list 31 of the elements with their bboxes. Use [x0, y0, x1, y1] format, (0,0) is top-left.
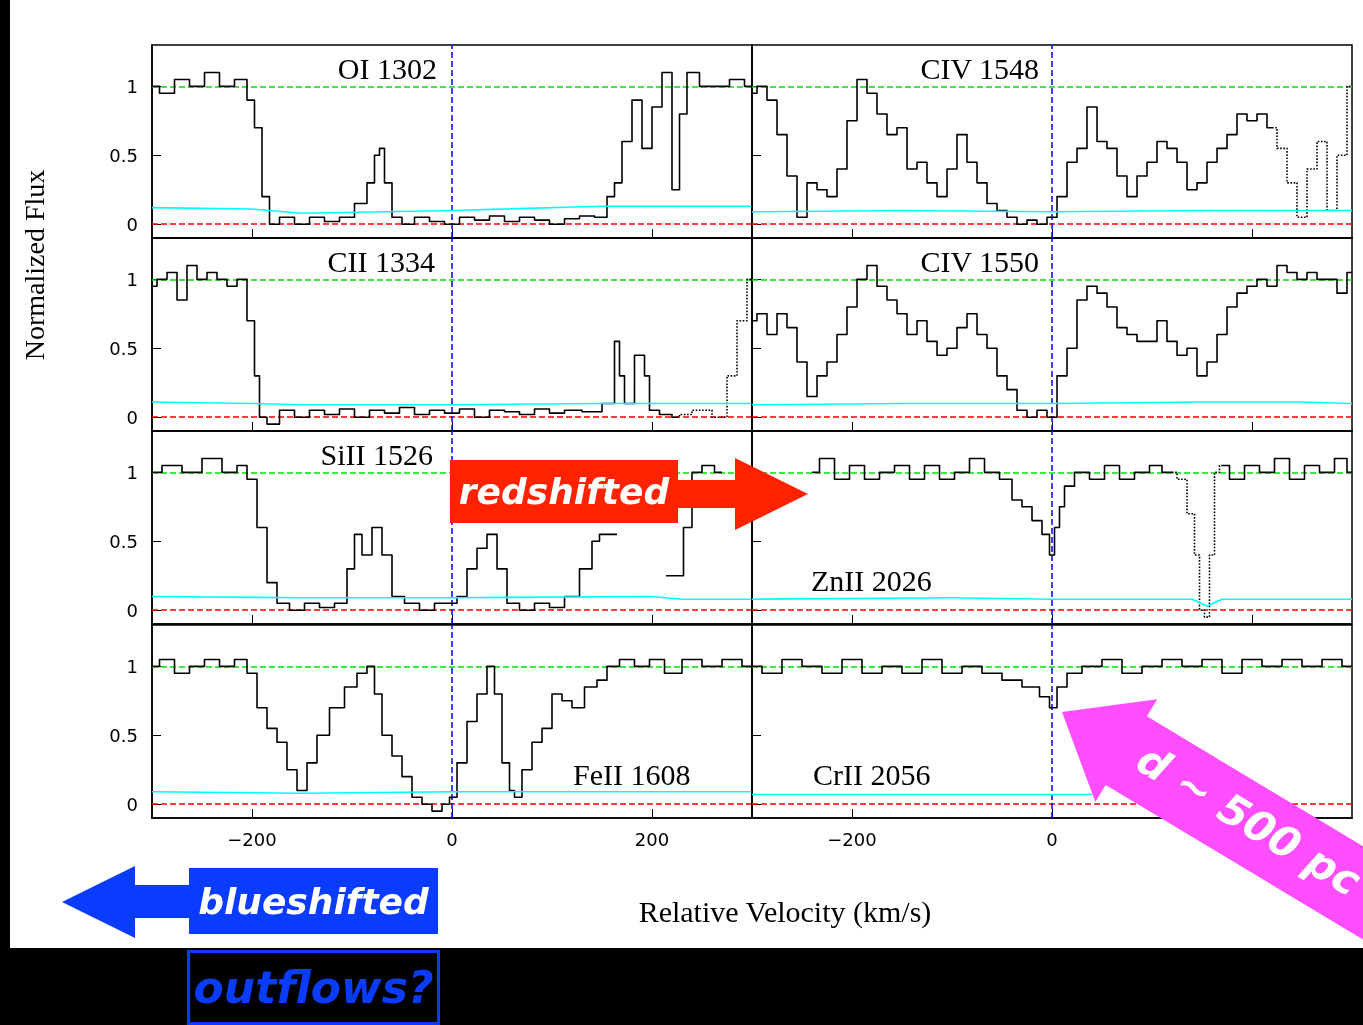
y-tick-label: 1: [126, 75, 138, 97]
chart-title: CII 1334: [324, 245, 438, 278]
x-tick-label: 0: [1046, 828, 1058, 850]
text: FeII 1608: [570, 758, 694, 791]
x-tick-label: −200: [827, 828, 877, 850]
y-tick-label: 0.5: [109, 337, 138, 359]
chart-title: SiII 1526: [317, 438, 436, 471]
x-tick-label: 0: [446, 828, 458, 850]
y-tick-label: 1: [126, 655, 138, 677]
text: ZnII 2026: [808, 564, 935, 597]
annotation: d ~ 500 pc: [1128, 734, 1363, 907]
y-tick-label: 0: [126, 599, 138, 621]
y-tick-label: 1: [126, 268, 138, 290]
chart-title: CIV 1548: [917, 52, 1042, 85]
text: outflows?: [193, 962, 434, 1013]
x-axis-title: Relative Velocity (km/s): [638, 895, 932, 929]
y-tick-label: 0: [126, 406, 138, 428]
text: blueshifted: [198, 880, 429, 922]
y-axis-title: Normalized Flux: [19, 169, 51, 361]
x-tick-label: 200: [634, 828, 670, 850]
y-tick-label: 0: [126, 793, 138, 815]
annotation: redshifted: [458, 471, 670, 512]
y-tick-label: 0.5: [109, 724, 138, 746]
y-tick-label: 1: [126, 461, 138, 483]
x-tick-label: −200: [227, 828, 277, 850]
y-tick-label: 0.5: [109, 530, 138, 552]
y-tick-label: 0.5: [109, 144, 138, 166]
text: CrII 2056: [810, 758, 934, 791]
chart-title: OI 1302: [334, 52, 440, 85]
chart-title: CIV 1550: [917, 245, 1042, 278]
y-tick-label: 0: [126, 213, 138, 235]
